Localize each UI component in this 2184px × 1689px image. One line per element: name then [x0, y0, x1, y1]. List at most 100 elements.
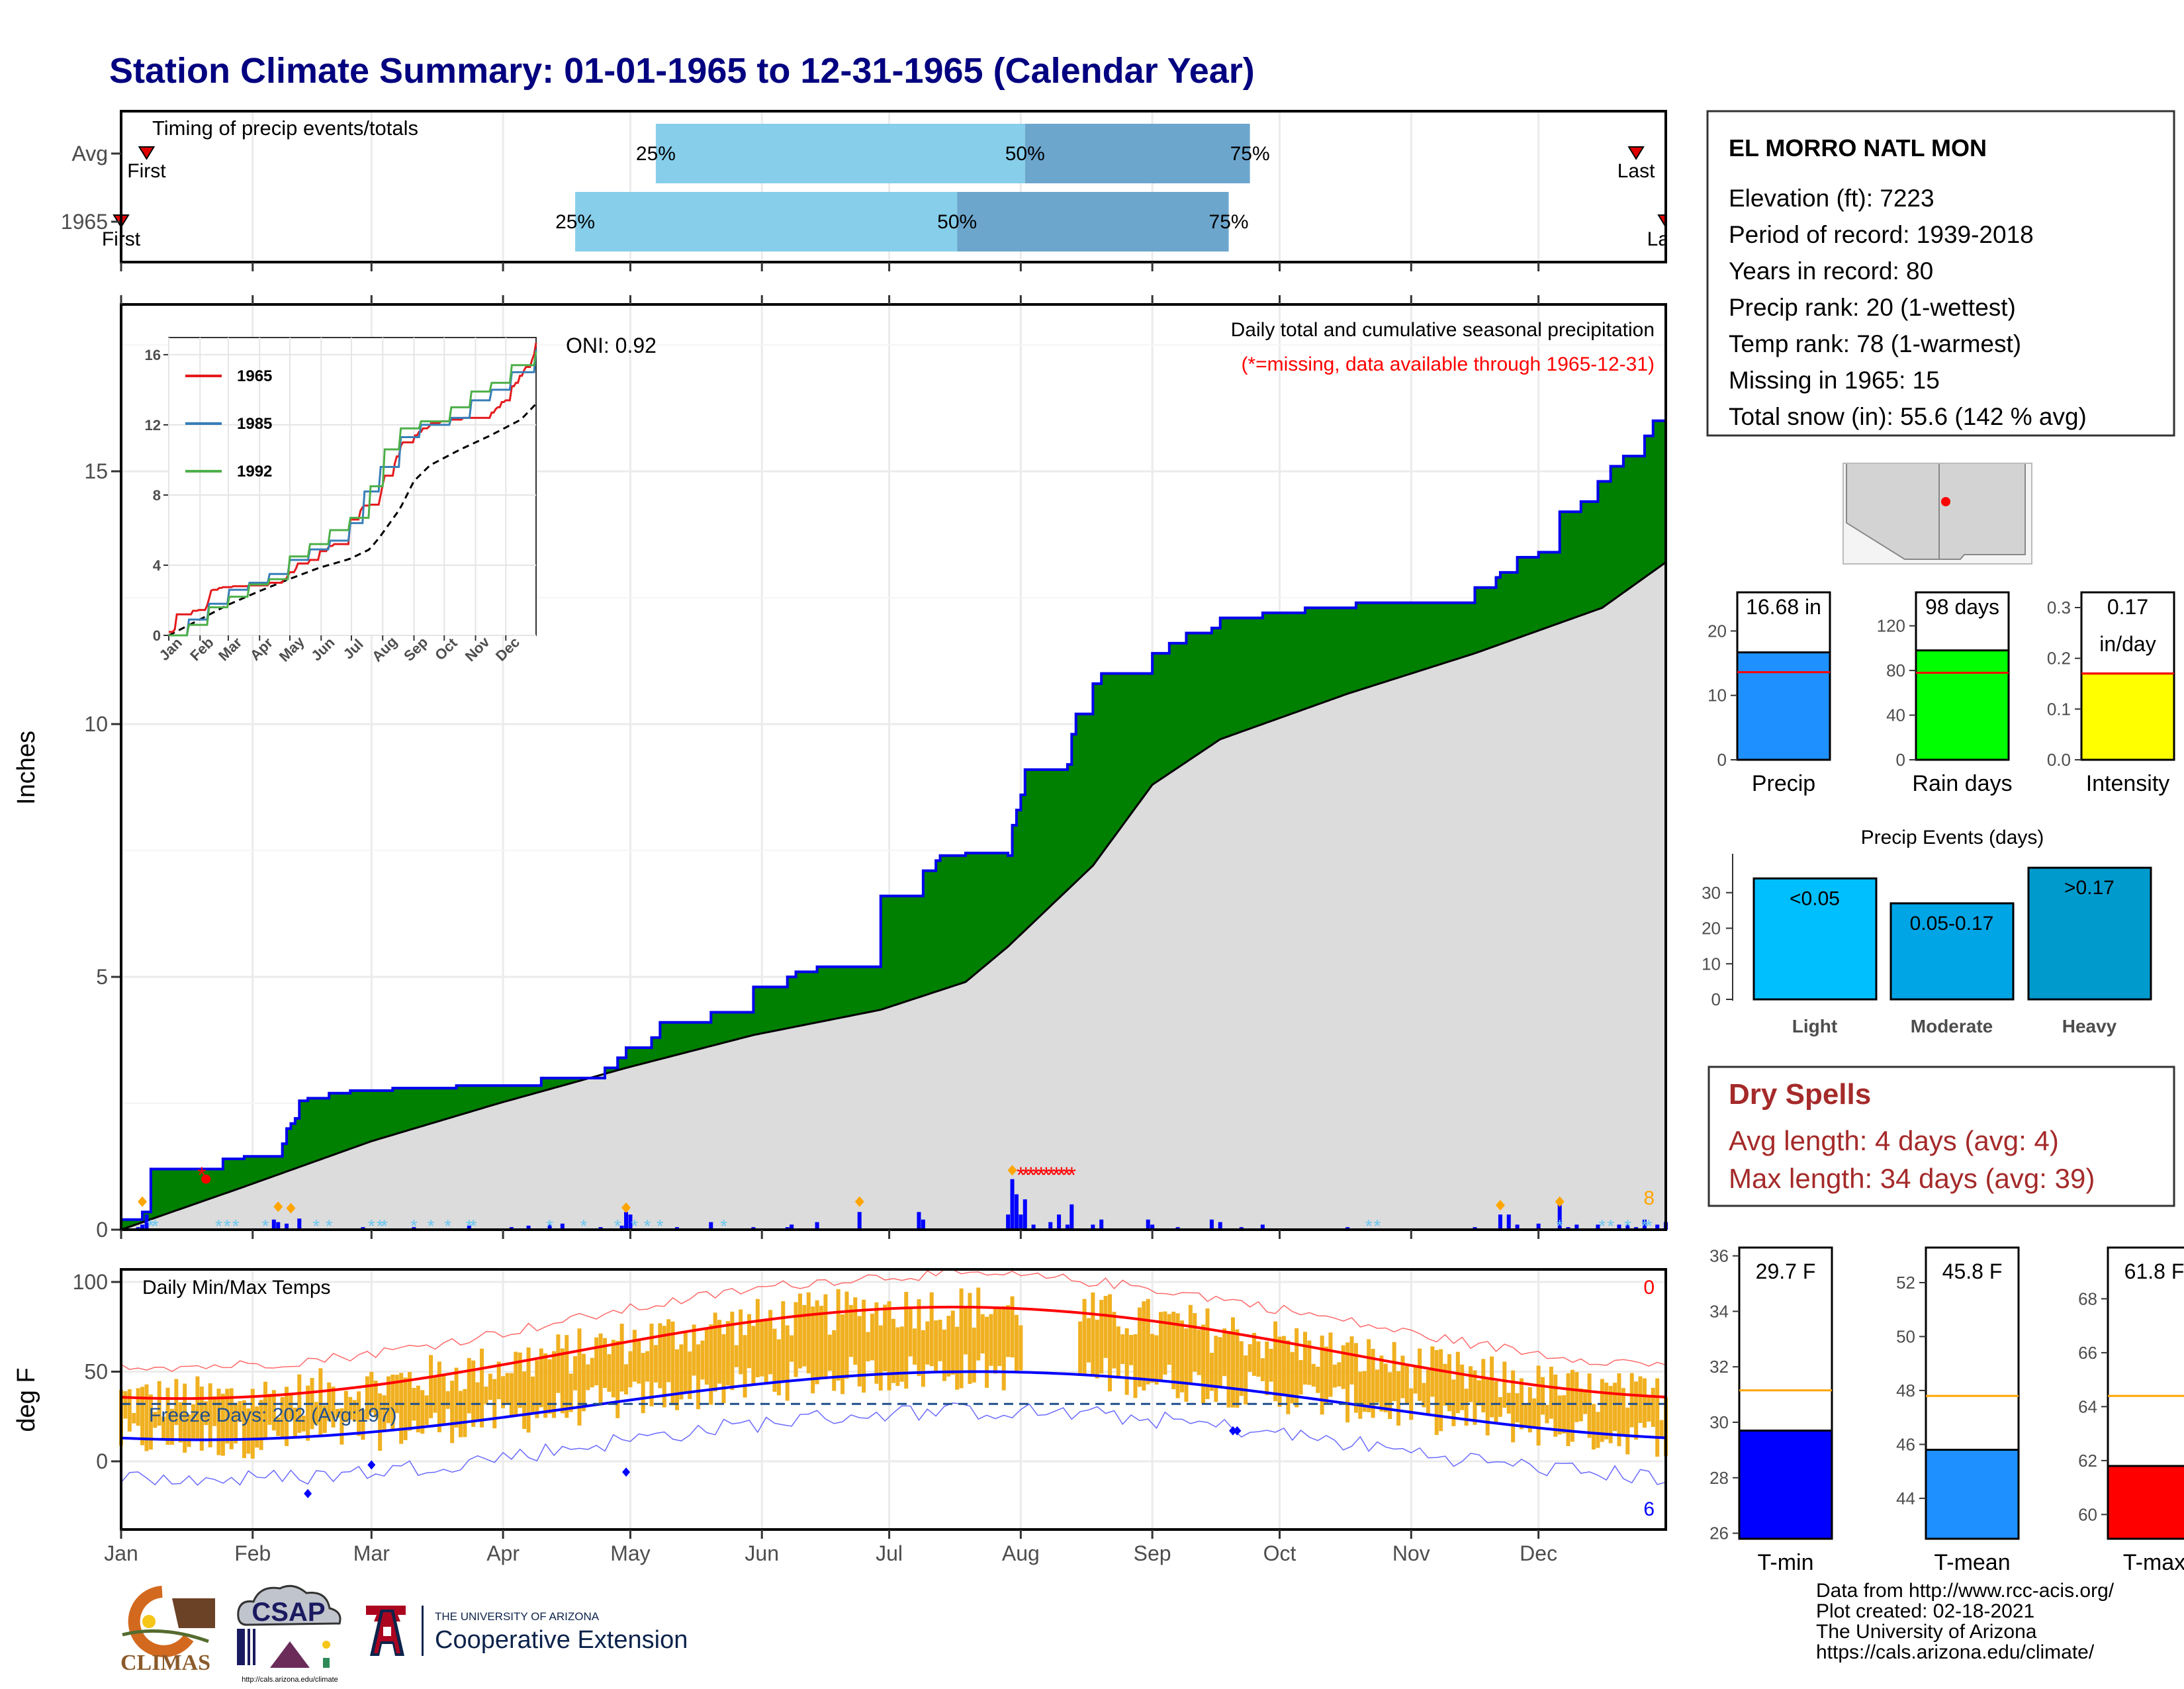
daily-temp-bar	[1418, 1348, 1422, 1401]
temp-summary-bar-T-mean	[1925, 1449, 2020, 1540]
daily-precip-bar	[271, 1219, 276, 1230]
daily-temp-bar	[1553, 1374, 1558, 1437]
daily-temp-bar	[234, 1402, 238, 1443]
daily-temp-bar	[717, 1320, 722, 1384]
daily-temp-bar	[1634, 1381, 1639, 1440]
daily-temp-bar	[950, 1310, 955, 1375]
snow-marker: *	[410, 1216, 418, 1236]
daily-temp-bar	[539, 1348, 543, 1408]
daily-temp-bar	[552, 1351, 557, 1418]
snow-marker: *	[644, 1216, 651, 1236]
snow-marker: *	[428, 1216, 435, 1236]
timing-bar-q2-Avg	[655, 124, 1025, 183]
daily-temp-bar	[475, 1382, 480, 1422]
daily-temp-bar	[942, 1330, 946, 1381]
daily-temp-bar	[242, 1400, 246, 1459]
precip-event-diamond	[1555, 1196, 1565, 1207]
main-subtitle: Daily total and cumulative seasonal prec…	[1231, 319, 1655, 341]
daily-temp-bar	[1375, 1369, 1379, 1403]
daily-temp-bar	[624, 1364, 629, 1394]
daily-temp-bar	[1498, 1397, 1502, 1417]
temp-summary-ytick-label: 68	[2078, 1289, 2097, 1308]
event-bar-Heavy	[2027, 866, 2152, 1001]
daily-temp-bar	[1108, 1294, 1113, 1392]
daily-temp-bar	[1596, 1412, 1600, 1448]
daily-temp-bar	[1426, 1369, 1430, 1416]
daily-temp-bar	[463, 1389, 467, 1438]
record-min-line	[120, 1402, 1666, 1486]
summary-ytick-label: 0	[1717, 750, 1727, 770]
daily-precip-bar	[1498, 1214, 1502, 1230]
daily-precip-bar	[1150, 1224, 1155, 1230]
daily-temp-bar	[1502, 1361, 1507, 1408]
inset-average-line	[168, 404, 536, 637]
daily-temp-bar	[565, 1335, 569, 1418]
daily-temp-bar	[187, 1414, 191, 1447]
month-label: Jun	[745, 1541, 779, 1565]
summary-value-label: 98 days	[1925, 595, 1999, 619]
daily-temp-bar	[343, 1391, 348, 1422]
daily-temp-bar	[1244, 1355, 1248, 1404]
daily-temp-bar	[420, 1390, 425, 1434]
csap-logo-text: CSAP	[251, 1598, 325, 1627]
summary-ytick-label: 40	[1886, 706, 1905, 725]
daily-temp-bar	[1481, 1359, 1486, 1413]
daily-temp-bar	[148, 1394, 153, 1450]
daily-precip-bar	[1655, 1224, 1660, 1230]
precip-event-diamond	[1007, 1165, 1017, 1176]
daily-temp-bar	[174, 1379, 179, 1426]
daily-temp-bar	[327, 1382, 332, 1422]
daily-precip-bar	[547, 1224, 552, 1230]
daily-temp-bar	[357, 1391, 361, 1436]
missing-data-marker: *	[1068, 1163, 1076, 1188]
daily-temp-bar	[1332, 1364, 1337, 1388]
daily-temp-bar	[917, 1299, 921, 1377]
daily-precip-bar	[285, 1223, 289, 1230]
daily-temp-bar	[1371, 1348, 1375, 1418]
daily-temp-bar	[127, 1389, 132, 1432]
daily-temp-bar	[662, 1326, 666, 1408]
daily-temp-bar	[1404, 1364, 1409, 1404]
record-low-count: 6	[1643, 1498, 1655, 1520]
daily-temp-bar	[848, 1304, 853, 1357]
snow-marker: *	[1641, 1216, 1648, 1236]
summary-axis-label: Intensity	[2086, 771, 2170, 796]
temp-summary-ytick-label: 62	[2078, 1451, 2097, 1471]
daily-temp-bar	[797, 1293, 802, 1369]
daily-temp-bar	[887, 1301, 891, 1391]
daily-temp-bar	[785, 1325, 790, 1401]
daily-temp-bar	[1150, 1334, 1155, 1383]
daily-temp-bar	[713, 1312, 717, 1392]
daily-temp-bar	[318, 1368, 323, 1437]
daily-precip-bar	[1536, 1223, 1541, 1230]
daily-temp-bar	[1269, 1349, 1273, 1382]
daily-temp-bar	[1655, 1378, 1660, 1457]
daily-temp-bar	[263, 1381, 268, 1440]
daily-temp-bar	[972, 1327, 976, 1383]
dry-spells-box	[1707, 1066, 2175, 1207]
timing-bar-q3-Avg	[1024, 124, 1250, 183]
daily-temp-bar	[1422, 1383, 1426, 1408]
snow-marker: *	[1365, 1216, 1373, 1236]
main-ytick-label: 10	[84, 712, 108, 736]
daily-temp-bar	[365, 1376, 369, 1420]
daily-temp-bar	[276, 1417, 281, 1436]
daily-temp-bar	[259, 1400, 263, 1450]
daily-temp-bar	[1469, 1366, 1473, 1402]
daily-temp-bar	[178, 1402, 183, 1443]
snow-marker: *	[1374, 1216, 1381, 1236]
timing-label-25: 25%	[555, 211, 595, 233]
snow-marker: *	[614, 1216, 621, 1236]
daily-temp-bar	[1095, 1319, 1099, 1379]
daily-temp-bar	[607, 1354, 612, 1392]
daily-temp-bar	[212, 1396, 217, 1426]
snow-marker: *	[152, 1216, 159, 1236]
missing-data-marker: *	[1032, 1163, 1040, 1188]
daily-precip-bar	[1146, 1219, 1150, 1230]
station-location-dot	[1941, 497, 1950, 506]
daily-temp-bar	[929, 1292, 934, 1367]
timing-last-marker	[1627, 146, 1645, 160]
daily-temp-bar	[1608, 1386, 1613, 1443]
summary-bar-Precip	[1736, 651, 1831, 761]
daily-temp-bar	[361, 1409, 365, 1440]
